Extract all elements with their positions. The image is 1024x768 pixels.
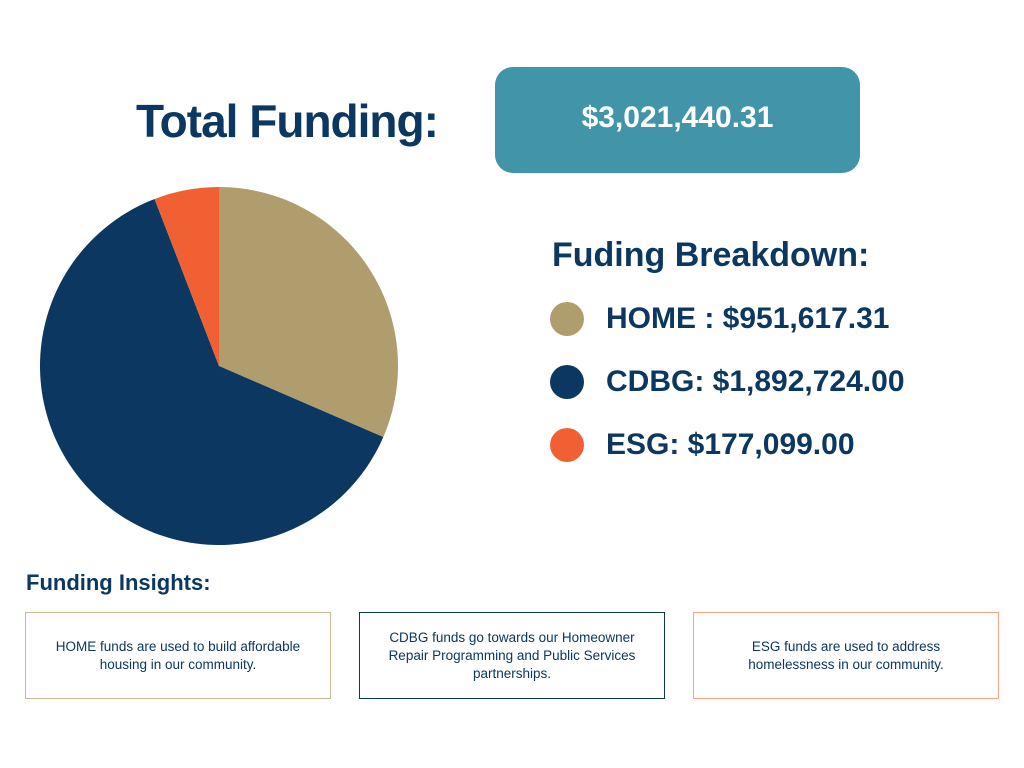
pie-slice-cdbg xyxy=(40,199,384,545)
insight-text-esg: ESG funds are used to address homelessne… xyxy=(748,638,944,672)
legend-label-cdbg: CDBG: $1,892,724.00 xyxy=(606,365,905,398)
legend-label-home: HOME : $951,617.31 xyxy=(606,302,890,335)
pie-slice-home xyxy=(219,187,399,438)
total-funding-amount: $3,021,440.31 xyxy=(495,67,860,173)
legend-item-cdbg: CDBG: $1,892,724.00 xyxy=(550,362,905,402)
legend-swatch-cdbg xyxy=(550,365,584,399)
legend-swatch-home xyxy=(550,302,584,336)
funding-insights-title: Funding Insights: xyxy=(26,570,211,595)
funding-pie-chart xyxy=(40,187,399,545)
total-funding-title: Total Funding: xyxy=(136,95,439,147)
pie-slice-esg xyxy=(154,187,219,366)
legend-swatch-esg xyxy=(550,428,584,462)
legend-item-home: HOME : $951,617.31 xyxy=(550,299,890,339)
insight-card-esg: ESG funds are used to address homelessne… xyxy=(693,612,999,699)
funding-breakdown-title: Fuding Breakdown: xyxy=(552,236,870,274)
legend-label-esg: ESG: $177,099.00 xyxy=(606,428,855,461)
insight-card-cdbg: CDBG funds go towards our Homeowner Repa… xyxy=(359,612,665,699)
insight-text-cdbg: CDBG funds go towards our Homeowner Repa… xyxy=(388,629,636,681)
legend-item-esg: ESG: $177,099.00 xyxy=(550,425,855,465)
insight-card-home: HOME funds are used to build affordable … xyxy=(25,612,331,699)
insight-text-home: HOME funds are used to build affordable … xyxy=(55,638,301,672)
